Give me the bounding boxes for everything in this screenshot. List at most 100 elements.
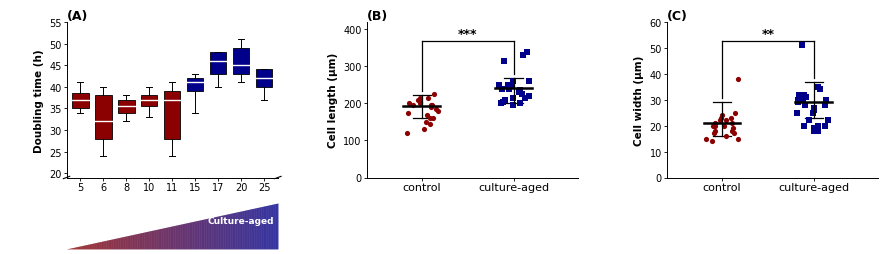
Point [796, 93, 810, 97]
Point [798, 96, 812, 100]
Point [494, 87, 509, 91]
Point [789, 98, 804, 102]
Text: ***: *** [457, 28, 477, 41]
Point [501, 87, 516, 91]
Point [513, 102, 527, 106]
Point [413, 97, 427, 101]
Text: Control: Control [71, 216, 108, 225]
Point [716, 124, 730, 128]
Point [418, 120, 432, 124]
Point [730, 137, 744, 141]
Point [810, 124, 824, 128]
Point [804, 111, 819, 115]
Point [795, 44, 809, 48]
Point [517, 97, 532, 101]
Point [512, 89, 526, 93]
Point [423, 122, 437, 126]
Point [402, 102, 416, 106]
Point [514, 93, 528, 97]
Point [430, 109, 444, 114]
Bar [72, 94, 89, 109]
Point [412, 102, 426, 106]
Point [501, 84, 516, 88]
Point [805, 129, 820, 133]
Point [425, 117, 439, 121]
Text: (B): (B) [366, 10, 387, 23]
Point [400, 132, 414, 136]
Point [724, 129, 738, 133]
Bar [255, 70, 272, 87]
Point [505, 104, 519, 108]
Text: (A): (A) [66, 10, 88, 23]
Point [811, 129, 825, 133]
Point [795, 98, 809, 102]
Point [724, 122, 738, 126]
Bar [210, 53, 226, 74]
Point [714, 114, 728, 118]
Point [501, 84, 515, 88]
Point [812, 88, 827, 92]
Point [797, 103, 812, 107]
Point [426, 93, 440, 97]
Point [405, 104, 419, 108]
Point [424, 104, 438, 108]
Point [713, 116, 727, 120]
Point [497, 98, 511, 102]
Point [519, 50, 533, 54]
Text: Culture-aged: Culture-aged [207, 216, 274, 225]
Point [820, 119, 834, 123]
Point [806, 106, 820, 110]
Point [727, 111, 742, 115]
Point [802, 119, 816, 123]
Point [522, 94, 536, 99]
Point [790, 93, 804, 97]
Point [494, 102, 508, 106]
Text: **: ** [760, 28, 773, 41]
Point [400, 111, 415, 115]
Text: (C): (C) [666, 10, 687, 23]
Point [819, 98, 833, 102]
Point [421, 97, 435, 101]
Point [806, 127, 820, 131]
Point [505, 80, 519, 84]
Point [817, 103, 831, 107]
Bar [187, 79, 203, 92]
Point [410, 98, 424, 102]
Point [796, 124, 810, 128]
Point [817, 124, 831, 128]
Point [810, 85, 824, 89]
Point [790, 101, 804, 105]
Point [806, 109, 820, 113]
Point [730, 78, 744, 82]
Point [727, 132, 741, 136]
Point [504, 84, 518, 88]
Y-axis label: Cell width (μm): Cell width (μm) [633, 55, 643, 145]
Point [491, 84, 505, 88]
Point [697, 137, 711, 141]
Point [423, 117, 437, 121]
Point [428, 107, 442, 112]
Bar [164, 92, 180, 139]
Point [789, 111, 804, 115]
Point [496, 100, 510, 104]
Point [424, 106, 438, 110]
Point [719, 119, 733, 123]
Point [708, 122, 722, 126]
Point [416, 128, 431, 132]
Point [707, 129, 721, 133]
Point [516, 54, 530, 58]
Point [725, 127, 739, 131]
Point [704, 140, 719, 144]
Point [511, 91, 525, 95]
Point [505, 97, 519, 101]
Bar [141, 96, 158, 107]
Bar [118, 100, 135, 113]
Point [712, 119, 727, 123]
Bar [95, 96, 112, 139]
Point [412, 100, 426, 104]
Y-axis label: Doubling time (h): Doubling time (h) [34, 49, 43, 152]
Point [718, 134, 732, 138]
Point [419, 113, 433, 117]
Y-axis label: Cell length (μm): Cell length (μm) [327, 53, 338, 148]
Point [425, 104, 439, 108]
